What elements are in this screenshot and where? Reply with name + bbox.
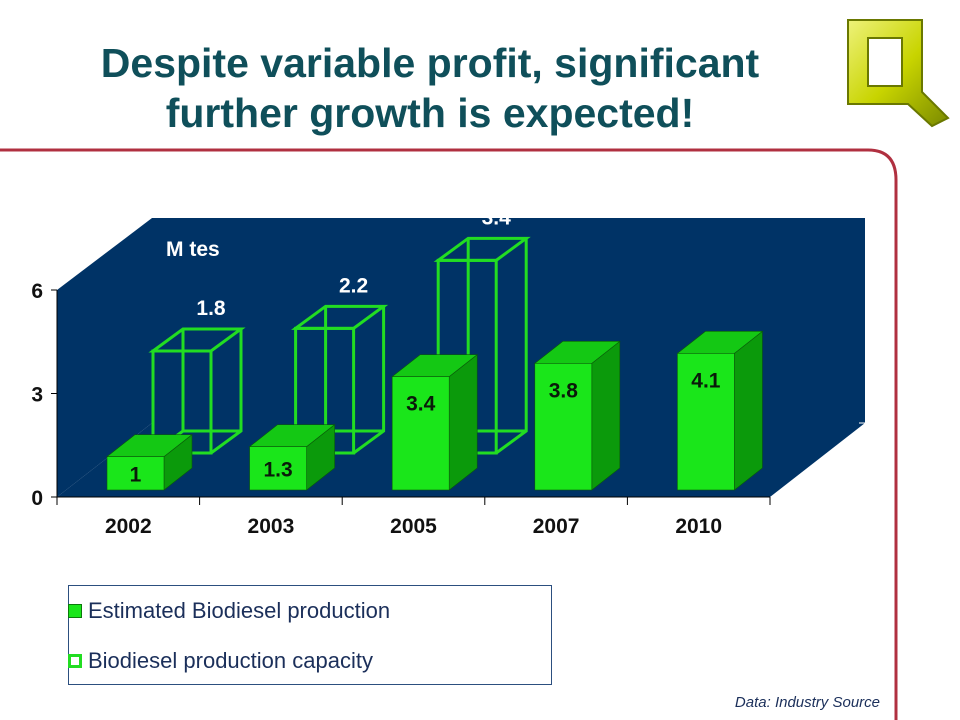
production-bar-front (391, 376, 450, 491)
production-value-label: 4.1 (691, 369, 721, 392)
page-title: Despite variable profit, significant fur… (20, 38, 840, 138)
legend (68, 585, 552, 685)
legend-item-capacity: Biodiesel production capacity (68, 647, 373, 675)
production-value-label: 3.4 (406, 393, 436, 416)
q-logo-icon (847, 19, 950, 128)
capacity-value-label: 2.2 (339, 274, 368, 297)
production-value-label: 1.3 (263, 458, 292, 481)
production-bar-side (734, 330, 763, 491)
y-tick-label: 3 (31, 384, 43, 407)
title-line-2: further growth is expected! (165, 90, 695, 136)
capacity-value-label: 3.4 (482, 206, 512, 229)
production-bar-front (534, 363, 593, 491)
production-bar-side (448, 354, 478, 491)
production-bar: 3.8 (533, 340, 621, 491)
y-tick-label: 0 (31, 487, 43, 510)
production-bar: 3.4 (391, 354, 479, 491)
legend-swatch-capacity (68, 654, 82, 668)
source-note: Data: Industry Source (734, 694, 880, 711)
x-tick-label: 2003 (248, 515, 295, 538)
legend-item-production: Estimated Biodiesel production (68, 597, 390, 625)
production-bar: 1 (106, 434, 193, 491)
legend-label-capacity: Biodiesel production capacity (88, 648, 373, 673)
plot-side-wall (57, 218, 152, 497)
legend-label-production: Estimated Biodiesel production (88, 598, 391, 623)
production-value-label: 3.8 (549, 379, 579, 402)
production-bar-front (677, 353, 735, 491)
x-tick-label: 2005 (390, 515, 437, 538)
y-tick-label: 6 (31, 280, 43, 303)
x-tick-label: 2010 (675, 515, 722, 538)
x-tick-label: 2002 (105, 515, 152, 538)
legend-swatch-production (68, 604, 82, 618)
title-line-1: Despite variable profit, significant (100, 40, 760, 86)
capacity-value-label: 1.8 (196, 297, 226, 320)
unit-label: M tes (166, 238, 220, 261)
production-bar-front (249, 446, 307, 491)
x-tick-label: 2007 (533, 515, 580, 538)
production-bar-side (591, 340, 621, 491)
production-bar-front (106, 456, 165, 491)
production-bar: 1.3 (248, 424, 336, 491)
production-value-label: 1 (130, 463, 142, 486)
production-bar: 4.1 (676, 330, 764, 491)
